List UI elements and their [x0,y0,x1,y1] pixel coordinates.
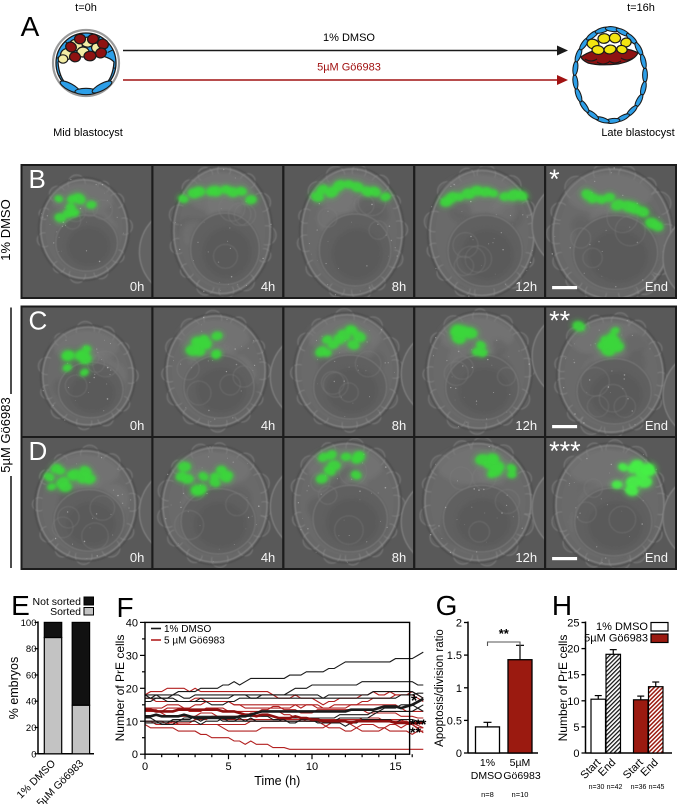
svg-text:B: B [29,164,46,194]
svg-text:End: End [645,550,668,565]
svg-text:F: F [116,592,133,623]
svg-text:100: 100 [21,618,37,629]
svg-text:Late blastocyst: Late blastocyst [601,127,674,139]
svg-text:Mid blastocyst: Mid blastocyst [53,127,123,139]
svg-text:12h: 12h [515,279,537,294]
svg-text:1% DMSO: 1% DMSO [164,624,211,635]
svg-text:**: ** [499,626,510,641]
svg-text:t=0h: t=0h [75,2,97,14]
svg-text:***: *** [549,436,581,466]
svg-text:0: 0 [573,748,579,760]
svg-text:8h: 8h [392,418,406,433]
svg-text:Number of PrE cells: Number of PrE cells [556,635,570,742]
svg-text:A: A [21,11,40,42]
svg-text:10: 10 [306,761,318,773]
svg-text:20: 20 [126,683,138,695]
svg-text:5µM Gö6983: 5µM Gö6983 [0,397,13,472]
svg-text:10: 10 [126,716,138,728]
svg-text:Not sorted: Not sorted [33,596,82,608]
svg-text:5µM: 5µM [510,757,531,769]
svg-text:10: 10 [567,696,579,708]
svg-text:0: 0 [456,748,462,760]
svg-text:15: 15 [567,670,579,682]
svg-text:1% DMSO: 1% DMSO [323,32,375,44]
svg-text:0h: 0h [130,550,144,565]
svg-text:40: 40 [26,697,37,708]
svg-text:End: End [645,418,668,433]
svg-text:DMSO: DMSO [471,770,503,782]
svg-text:Gö6983: Gö6983 [503,770,541,782]
svg-text:n=10: n=10 [512,790,529,799]
svg-text:5µM Gö6983: 5µM Gö6983 [317,62,381,74]
svg-text:8h: 8h [392,279,406,294]
svg-text:Time (h): Time (h) [254,774,300,788]
svg-text:4h: 4h [261,418,275,433]
svg-text:12h: 12h [515,418,537,433]
svg-text:20: 20 [26,723,37,734]
svg-text:2: 2 [456,618,462,630]
svg-text:1.5: 1.5 [447,650,462,662]
svg-text:25: 25 [567,618,579,630]
svg-text:5µM Gö6983: 5µM Gö6983 [584,633,648,645]
svg-text:H: H [552,590,572,621]
svg-text:40: 40 [126,617,138,629]
svg-text:60: 60 [26,670,37,681]
svg-text:5 µM Gö6983: 5 µM Gö6983 [164,636,225,647]
svg-text:1% DMSO: 1% DMSO [596,621,648,633]
svg-text:n=42: n=42 [607,784,623,791]
svg-text:C: C [29,306,48,336]
svg-text:12h: 12h [515,550,537,565]
svg-text:Apoptosis/division ratio: Apoptosis/division ratio [434,629,446,747]
svg-text:End: End [645,279,668,294]
svg-text:30: 30 [126,650,138,662]
svg-text:1%: 1% [480,757,495,769]
svg-text:n=30: n=30 [589,784,605,791]
svg-text:8h: 8h [392,550,406,565]
svg-text:5: 5 [573,722,579,734]
svg-text:*: * [411,693,418,710]
svg-text:0: 0 [31,749,36,760]
svg-text:5: 5 [225,761,231,773]
svg-text:4h: 4h [261,550,275,565]
svg-text:t=16h: t=16h [627,2,655,14]
svg-text:4h: 4h [261,279,275,294]
svg-text:0: 0 [142,761,148,773]
svg-text:1% DMSO: 1% DMSO [0,199,13,260]
svg-text:*: * [549,164,560,194]
svg-text:80: 80 [26,644,37,655]
svg-text:1: 1 [456,683,462,695]
svg-text:n=36: n=36 [631,784,647,791]
svg-text:15: 15 [389,761,401,773]
svg-text:E: E [11,590,30,621]
svg-text:0: 0 [132,749,138,761]
svg-text:n=8: n=8 [481,790,494,799]
svg-text:Number of PrE cells: Number of PrE cells [113,635,127,742]
svg-text:0h: 0h [130,418,144,433]
svg-text:**: ** [410,724,421,740]
svg-text:% embryos: % embryos [7,657,21,720]
svg-text:n=45: n=45 [649,784,665,791]
svg-text:0.5: 0.5 [447,715,462,727]
svg-text:0h: 0h [130,279,144,294]
svg-text:D: D [29,436,48,466]
svg-text:G: G [436,590,458,621]
svg-text:**: ** [549,306,571,336]
svg-text:Sorted: Sorted [50,606,81,618]
svg-text:20: 20 [567,644,579,656]
svg-text:***: *** [410,716,427,732]
